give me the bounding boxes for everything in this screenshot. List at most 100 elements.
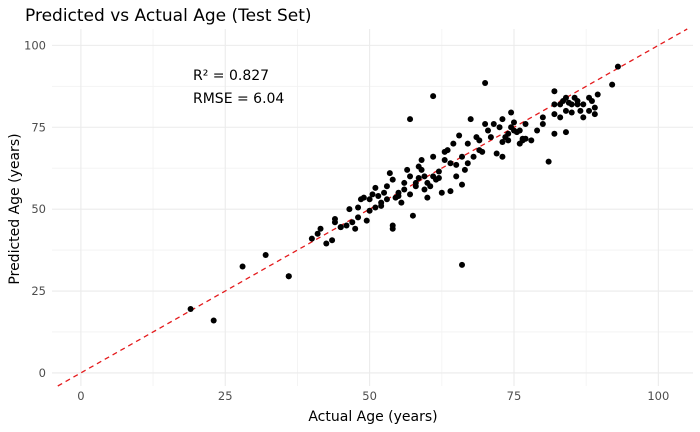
data-point xyxy=(551,101,558,108)
data-point xyxy=(594,91,601,98)
data-point xyxy=(562,129,569,136)
data-point xyxy=(355,214,362,221)
data-point xyxy=(210,317,217,324)
data-point xyxy=(574,98,581,105)
data-point xyxy=(551,88,558,95)
data-point xyxy=(381,189,388,196)
data-point xyxy=(528,137,535,144)
data-point xyxy=(418,166,425,173)
data-point xyxy=(262,251,269,258)
data-point xyxy=(441,157,448,164)
data-point xyxy=(577,107,584,114)
data-point xyxy=(435,175,442,182)
data-point xyxy=(427,183,434,190)
data-point xyxy=(407,191,414,198)
data-point xyxy=(487,134,494,141)
grid xyxy=(52,29,693,386)
data-point xyxy=(459,181,466,188)
data-point xyxy=(430,153,437,160)
data-point xyxy=(539,120,546,127)
data-point xyxy=(464,160,471,167)
data-point xyxy=(482,120,489,127)
data-point xyxy=(352,225,359,232)
x-tick-label: 75 xyxy=(507,389,522,403)
data-point xyxy=(366,207,373,214)
data-point xyxy=(519,135,526,142)
data-point xyxy=(539,114,546,121)
data-point xyxy=(415,175,422,182)
data-point xyxy=(444,147,451,154)
data-point xyxy=(580,101,587,108)
data-point xyxy=(372,184,379,191)
data-point xyxy=(355,204,362,211)
data-point xyxy=(386,170,393,177)
data-point xyxy=(366,196,373,203)
data-point xyxy=(516,127,523,134)
data-point xyxy=(418,157,425,164)
data-point xyxy=(588,98,595,105)
rmse-annotation: RMSE = 6.04 xyxy=(193,91,284,107)
data-point xyxy=(409,212,416,219)
data-point xyxy=(499,138,506,145)
data-point xyxy=(372,204,379,211)
data-point xyxy=(614,63,621,70)
data-point xyxy=(331,215,338,222)
data-point xyxy=(508,109,515,116)
data-point xyxy=(461,166,468,173)
y-axis-title: Predicted Age (years) xyxy=(7,133,23,284)
data-point xyxy=(389,222,396,229)
data-point xyxy=(479,148,486,155)
data-point xyxy=(453,161,460,168)
data-point xyxy=(337,224,344,231)
data-point xyxy=(329,237,336,244)
data-point xyxy=(467,116,474,123)
data-point xyxy=(407,116,414,123)
data-point xyxy=(586,107,593,114)
data-point xyxy=(456,132,463,139)
x-axis-title: Actual Age (years) xyxy=(308,409,437,425)
data-point xyxy=(447,160,454,167)
data-point xyxy=(545,158,552,165)
data-point xyxy=(401,179,408,186)
r-squared-annotation: R² = 0.827 xyxy=(193,68,269,84)
data-point xyxy=(404,166,411,173)
data-point xyxy=(484,127,491,134)
data-point xyxy=(510,119,517,126)
y-tick-label: 0 xyxy=(39,366,46,380)
data-point xyxy=(308,235,315,242)
y-tick-label: 100 xyxy=(24,38,46,52)
data-point xyxy=(580,114,587,121)
data-point xyxy=(389,176,396,183)
data-point xyxy=(314,230,321,237)
data-point xyxy=(591,104,598,111)
x-tick-label: 100 xyxy=(647,389,669,403)
data-point xyxy=(349,219,356,226)
data-point xyxy=(562,94,569,101)
data-point xyxy=(285,273,292,280)
data-point xyxy=(496,124,503,131)
data-point xyxy=(346,206,353,213)
data-point xyxy=(447,188,454,195)
x-tick-label: 25 xyxy=(218,389,233,403)
data-point xyxy=(568,101,575,108)
data-point xyxy=(499,116,506,123)
y-tick-labels: 0 25 50 75 100 xyxy=(24,38,46,380)
data-point xyxy=(459,153,466,160)
data-point xyxy=(450,140,457,147)
data-points xyxy=(187,63,621,324)
data-point xyxy=(398,199,405,206)
data-point xyxy=(505,137,512,144)
data-point xyxy=(323,240,330,247)
data-point xyxy=(470,153,477,160)
data-point xyxy=(412,183,419,190)
data-point xyxy=(424,194,431,201)
data-point xyxy=(482,80,489,87)
data-point xyxy=(421,173,428,180)
data-point xyxy=(591,111,598,118)
data-point xyxy=(430,93,437,100)
y-tick-label: 75 xyxy=(31,120,46,134)
data-point xyxy=(383,183,390,190)
data-point xyxy=(551,111,558,118)
data-point xyxy=(383,196,390,203)
